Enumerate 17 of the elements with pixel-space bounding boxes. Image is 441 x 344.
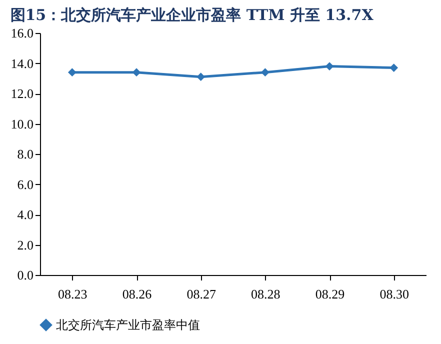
y-tick-label: 10.0 bbox=[10, 116, 34, 132]
x-tick-label: 08.23 bbox=[58, 286, 88, 302]
y-tick-label: 12.0 bbox=[10, 86, 34, 101]
x-tick-label: 08.28 bbox=[251, 286, 280, 302]
y-tick-label: 2.0 bbox=[17, 237, 34, 252]
y-tick-label: 14.0 bbox=[10, 56, 34, 71]
x-tick-label: 08.26 bbox=[122, 286, 152, 302]
y-tick-label: 4.0 bbox=[17, 207, 34, 222]
y-tick-label: 8.0 bbox=[17, 146, 34, 162]
legend-label: 北交所汽车产业市盈率中值 bbox=[56, 318, 200, 332]
chart-title: 图15：北交所汽车产业企业市盈率 TTM 升至 13.7X bbox=[10, 6, 374, 24]
y-tick-label: 0.0 bbox=[17, 268, 34, 282]
x-tick-label: 08.27 bbox=[186, 286, 216, 302]
x-tick-label: 08.30 bbox=[380, 286, 409, 302]
x-tick-label: 08.29 bbox=[315, 286, 345, 302]
y-tick-label: 6.0 bbox=[17, 176, 34, 192]
y-tick-label: 16.0 bbox=[10, 26, 34, 40]
